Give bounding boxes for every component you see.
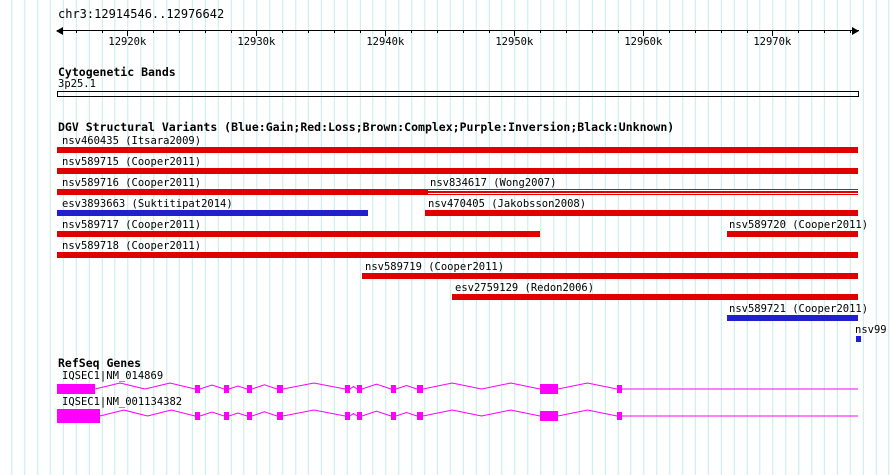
variant-label[interactable]: esv3893663 (Suktitipat2014)	[62, 198, 233, 210]
variant-label[interactable]: nsv589717 (Cooper2011)	[62, 219, 202, 231]
ruler-minor-tick	[75, 30, 77, 33]
ruler-minor-tick	[746, 30, 748, 33]
ruler-left-arrow-icon	[56, 27, 63, 35]
ruler-major-tick	[514, 30, 516, 36]
ruler-minor-tick	[333, 30, 335, 33]
ruler-major-tick	[385, 30, 387, 36]
ruler-tick-label: 12970k	[753, 36, 792, 48]
ruler-minor-tick	[307, 30, 309, 33]
ruler-minor-tick	[565, 30, 567, 33]
variant-bar[interactable]	[57, 252, 858, 258]
variant-label[interactable]: nsv460435 (Itsara2009)	[62, 135, 202, 147]
variant-label[interactable]: nsv589716 (Cooper2011)	[62, 177, 202, 189]
ruler-tick-label: 12940k	[366, 36, 405, 48]
ruler-minor-tick	[411, 30, 413, 33]
ruler-tick-label: 12920k	[108, 36, 147, 48]
ruler-major-tick	[772, 30, 774, 36]
refseq-section-title: RefSeq Genes	[58, 356, 142, 370]
cytoband-section-title: Cytogenetic Bands	[58, 65, 176, 79]
cytoband-name: 3p25.1	[58, 78, 96, 90]
ruler-line[interactable]	[57, 30, 859, 31]
variant-bar[interactable]	[856, 336, 861, 342]
variant-label[interactable]: esv2759129 (Redon2006)	[455, 282, 595, 294]
ruler-minor-tick	[591, 30, 593, 33]
variant-bar[interactable]	[727, 315, 858, 321]
ruler-minor-tick	[617, 30, 619, 33]
ruler-tick-label: 12950k	[495, 36, 534, 48]
variant-bar[interactable]	[428, 191, 858, 193]
cytoband-bar[interactable]	[57, 91, 859, 97]
variant-label[interactable]: nsv589715 (Cooper2011)	[62, 156, 202, 168]
variant-bar[interactable]	[57, 147, 858, 153]
ruler-minor-tick	[540, 30, 542, 33]
variant-bar[interactable]	[727, 231, 858, 237]
ruler-minor-tick	[204, 30, 206, 33]
ruler-minor-tick	[823, 30, 825, 33]
variant-label[interactable]: nsv589718 (Cooper2011)	[62, 240, 202, 252]
variant-bar[interactable]	[452, 294, 858, 300]
ruler-tick-label: 12930k	[237, 36, 276, 48]
variant-bar[interactable]	[425, 210, 858, 216]
ruler-minor-tick	[849, 30, 851, 33]
variant-bar[interactable]	[362, 273, 858, 279]
gene-label-nm-014869[interactable]: IQSEC1|NM_014869	[62, 370, 164, 382]
ruler-minor-tick	[720, 30, 722, 33]
ruler-minor-tick	[488, 30, 490, 33]
ruler-minor-tick	[436, 30, 438, 33]
ruler-right-arrow-icon	[852, 27, 859, 35]
variant-bar[interactable]	[57, 210, 368, 216]
dgv-section-title: DGV Structural Variants (Blue:Gain;Red:L…	[58, 120, 675, 134]
gene-glyph-0[interactable]	[0, 380, 890, 404]
ruler-major-tick	[256, 30, 258, 36]
variant-label[interactable]: nsv470405 (Jakobsson2008)	[428, 198, 587, 210]
variant-label[interactable]: nsv99	[855, 324, 887, 336]
region-coordinates: chr3:12914546..12976642	[58, 7, 225, 21]
ruler-minor-tick	[694, 30, 696, 33]
ruler-minor-tick	[669, 30, 671, 33]
variant-bar[interactable]	[57, 231, 540, 237]
ruler-minor-tick	[230, 30, 232, 33]
ruler-major-tick	[127, 30, 129, 36]
ruler-minor-tick	[153, 30, 155, 33]
ruler-minor-tick	[101, 30, 103, 33]
ruler-tick-label: 12960k	[624, 36, 663, 48]
variant-label[interactable]: nsv834617 (Wong2007)	[430, 177, 557, 189]
variant-bar[interactable]	[57, 168, 858, 174]
variant-label[interactable]: nsv589721 (Cooper2011)	[729, 303, 869, 315]
ruler-minor-tick	[462, 30, 464, 33]
gene-glyph-1[interactable]	[0, 404, 890, 428]
ruler-major-tick	[643, 30, 645, 36]
variant-label[interactable]: nsv589720 (Cooper2011)	[729, 219, 869, 231]
gene-label-nm-001134382[interactable]: IQSEC1|NM_001134382	[62, 396, 183, 408]
ruler-minor-tick	[359, 30, 361, 33]
variant-label[interactable]: nsv589719 (Cooper2011)	[365, 261, 505, 273]
ruler-minor-tick	[282, 30, 284, 33]
ruler-minor-tick	[178, 30, 180, 33]
ruler-minor-tick	[798, 30, 800, 33]
